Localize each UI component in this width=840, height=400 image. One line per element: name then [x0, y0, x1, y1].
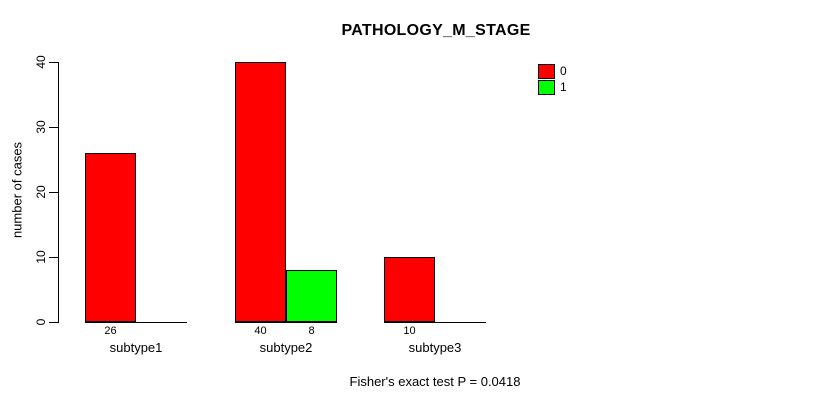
chart-title: PATHOLOGY_M_STAGE	[341, 22, 531, 39]
y-tick-label: 30	[34, 120, 48, 134]
legend-label: 0	[560, 64, 567, 78]
y-axis-label: number of cases	[9, 141, 25, 239]
y-tick-mark	[49, 256, 58, 258]
y-tick-mark	[49, 321, 58, 323]
legend-label: 1	[560, 80, 567, 94]
bar-value-label: 10	[403, 325, 416, 337]
x-baseline	[384, 322, 486, 323]
legend-swatch	[538, 64, 555, 79]
legend-entry: 0	[538, 64, 567, 79]
y-tick-label: 40	[34, 55, 48, 69]
y-axis-line	[58, 62, 59, 323]
bar-segment	[85, 153, 136, 322]
x-baseline	[85, 322, 187, 323]
x-category-label: subtype2	[259, 340, 313, 355]
y-tick-label: 10	[34, 250, 48, 264]
y-tick-mark	[49, 61, 58, 63]
bar-segment	[384, 257, 435, 322]
y-tick-mark	[49, 191, 58, 193]
legend-swatch	[538, 80, 555, 95]
x-category-label: subtype3	[408, 340, 462, 355]
x-category-label: subtype1	[109, 340, 163, 355]
legend-entry: 1	[538, 80, 567, 95]
x-baseline	[235, 322, 337, 323]
bar-segment	[235, 62, 286, 322]
y-tick-label: 0	[34, 318, 48, 326]
y-tick-label: 20	[34, 185, 48, 199]
bar-segment	[286, 270, 337, 322]
bar-value-label: 8	[308, 325, 315, 337]
bar-value-label: 40	[254, 325, 267, 337]
y-tick-mark	[49, 126, 58, 128]
bar-value-label: 26	[104, 325, 117, 337]
caption: Fisher's exact test P = 0.0418	[349, 374, 521, 389]
